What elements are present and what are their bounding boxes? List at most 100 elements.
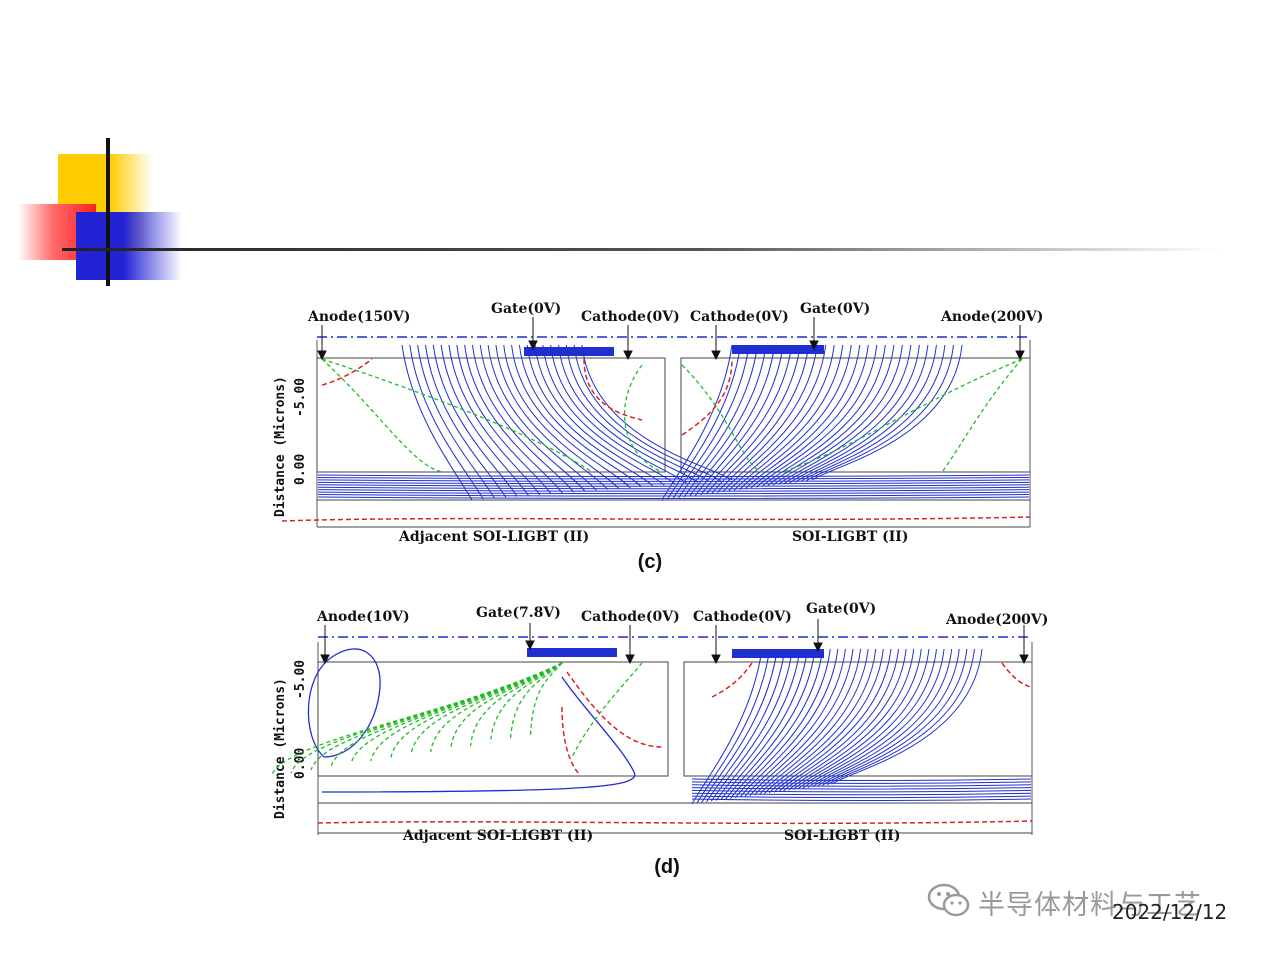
oxide-potential-line (691, 798, 1032, 801)
current-flow-line (390, 662, 563, 759)
potential-contour (409, 344, 484, 500)
panel-caption: (d) (654, 856, 680, 878)
potential-contour (772, 344, 903, 486)
potential-contour (573, 344, 721, 482)
oxide-potential-line (691, 784, 1032, 787)
potential-contour (495, 344, 609, 490)
label-right-gate: Gate(0V) (800, 301, 870, 317)
current-flow-line (290, 662, 563, 774)
potential-contour (795, 344, 937, 483)
current-flow-line (571, 662, 643, 758)
potential-contour (526, 344, 654, 487)
right-gate-electrode (732, 649, 824, 658)
label-left-gate: Gate(7.8V) (476, 605, 561, 621)
label-right-gate: Gate(0V) (806, 601, 876, 617)
right-gate-electrode (732, 345, 824, 354)
potential-contour (768, 648, 884, 794)
potential-contour (661, 344, 733, 501)
potential-contour (401, 344, 473, 501)
right-device-title: SOI-LIGBT (II) (784, 828, 900, 844)
current-flow-line (529, 662, 563, 738)
figure-panel-c: Distance (Microns) -5.00 0.00 Anode(150V… (262, 295, 1052, 580)
current-flow-line (681, 364, 763, 473)
oxide-potential-line (317, 474, 1030, 477)
junction-lines (317, 662, 1033, 825)
potential-contour (471, 344, 575, 493)
potential-contour (806, 344, 954, 482)
potential-contour (797, 648, 930, 790)
junction-line (317, 820, 1033, 825)
oxide-potential-line (691, 789, 1032, 793)
label-left-gate: Gate(0V) (491, 301, 561, 317)
label-right-anode: Anode(200V) (945, 612, 1048, 628)
potential-contour (464, 344, 563, 494)
terminal-arrows (317, 317, 1025, 361)
deco-vertical-line (106, 138, 110, 286)
potential-contour (432, 344, 518, 497)
junction-line (561, 706, 581, 776)
label-left-cathode: Cathode(0V) (581, 309, 680, 325)
device-simulation-d: Distance (Microns) -5.00 0.00 Anode(10V)… (270, 601, 1048, 878)
potential-contour (307, 648, 381, 758)
potential-contour (793, 648, 922, 790)
left-gate-electrode (527, 648, 617, 657)
junction-line (1001, 662, 1032, 688)
potential-contour (759, 648, 869, 795)
potential-contour (581, 344, 733, 481)
potential-contour (822, 648, 968, 786)
current-flow-line (310, 662, 563, 771)
y-axis-label: Distance (Microns) (273, 376, 288, 517)
label-left-anode: Anode(150V) (307, 309, 410, 325)
potential-contour (764, 648, 877, 794)
figure-panel-d: Distance (Microns) -5.00 0.00 Anode(10V)… (262, 597, 1052, 887)
panel-caption: (c) (638, 551, 662, 573)
current-flow-line (321, 358, 593, 473)
label-right-cathode: Cathode(0V) (690, 309, 789, 325)
junction-line (566, 671, 663, 748)
potential-contour (689, 344, 776, 497)
right-device-title: SOI-LIGBT (II) (792, 529, 908, 545)
oxide-potential-line (317, 494, 1030, 497)
potential-contour (800, 344, 946, 482)
potential-contour (706, 648, 786, 803)
potential-contour (778, 344, 912, 485)
potential-contour (440, 344, 529, 496)
current-flow-line (350, 662, 563, 765)
potential-contour (817, 648, 960, 787)
potential-contour (534, 344, 665, 486)
potential-contour (503, 344, 620, 490)
junction-line (711, 662, 753, 698)
deco-blue-square (76, 212, 182, 280)
potential-contour (831, 648, 983, 785)
junction-lines (281, 358, 1031, 522)
potential-contour (710, 648, 793, 802)
potential-contour (706, 344, 801, 495)
potential-contour (691, 648, 763, 805)
junction-line (321, 358, 373, 386)
potential-contour (717, 344, 818, 493)
label-left-cathode: Cathode(0V) (581, 609, 680, 625)
current-flow-line (270, 662, 563, 777)
potential-contour (767, 344, 895, 487)
potential-contour (811, 344, 963, 481)
oxide-potential-line (691, 787, 1032, 790)
oxide-potential-lines (317, 474, 1030, 499)
oxide-potential-line (691, 781, 1032, 784)
potential-contour (783, 648, 907, 792)
junction-line (281, 516, 1031, 522)
oxide-potential-line (317, 476, 1030, 480)
oxide-potential-line (317, 484, 1030, 487)
potential-contour (750, 344, 869, 489)
potential-contour (739, 648, 839, 798)
potential-contour (739, 344, 852, 490)
potential-contour (826, 648, 975, 786)
left-gate-electrode (524, 347, 614, 356)
wechat-icon (926, 881, 972, 923)
oxide-potential-line (691, 795, 1032, 799)
watermark: 半导体材料与工艺 (926, 880, 1202, 924)
y-axis-label: Distance (Microns) (273, 678, 288, 819)
potential-contour (321, 676, 636, 793)
y-tick-0: 0.00 (293, 748, 308, 779)
potential-contour (756, 344, 878, 488)
y-tick-minus5: -5.00 (293, 660, 308, 699)
